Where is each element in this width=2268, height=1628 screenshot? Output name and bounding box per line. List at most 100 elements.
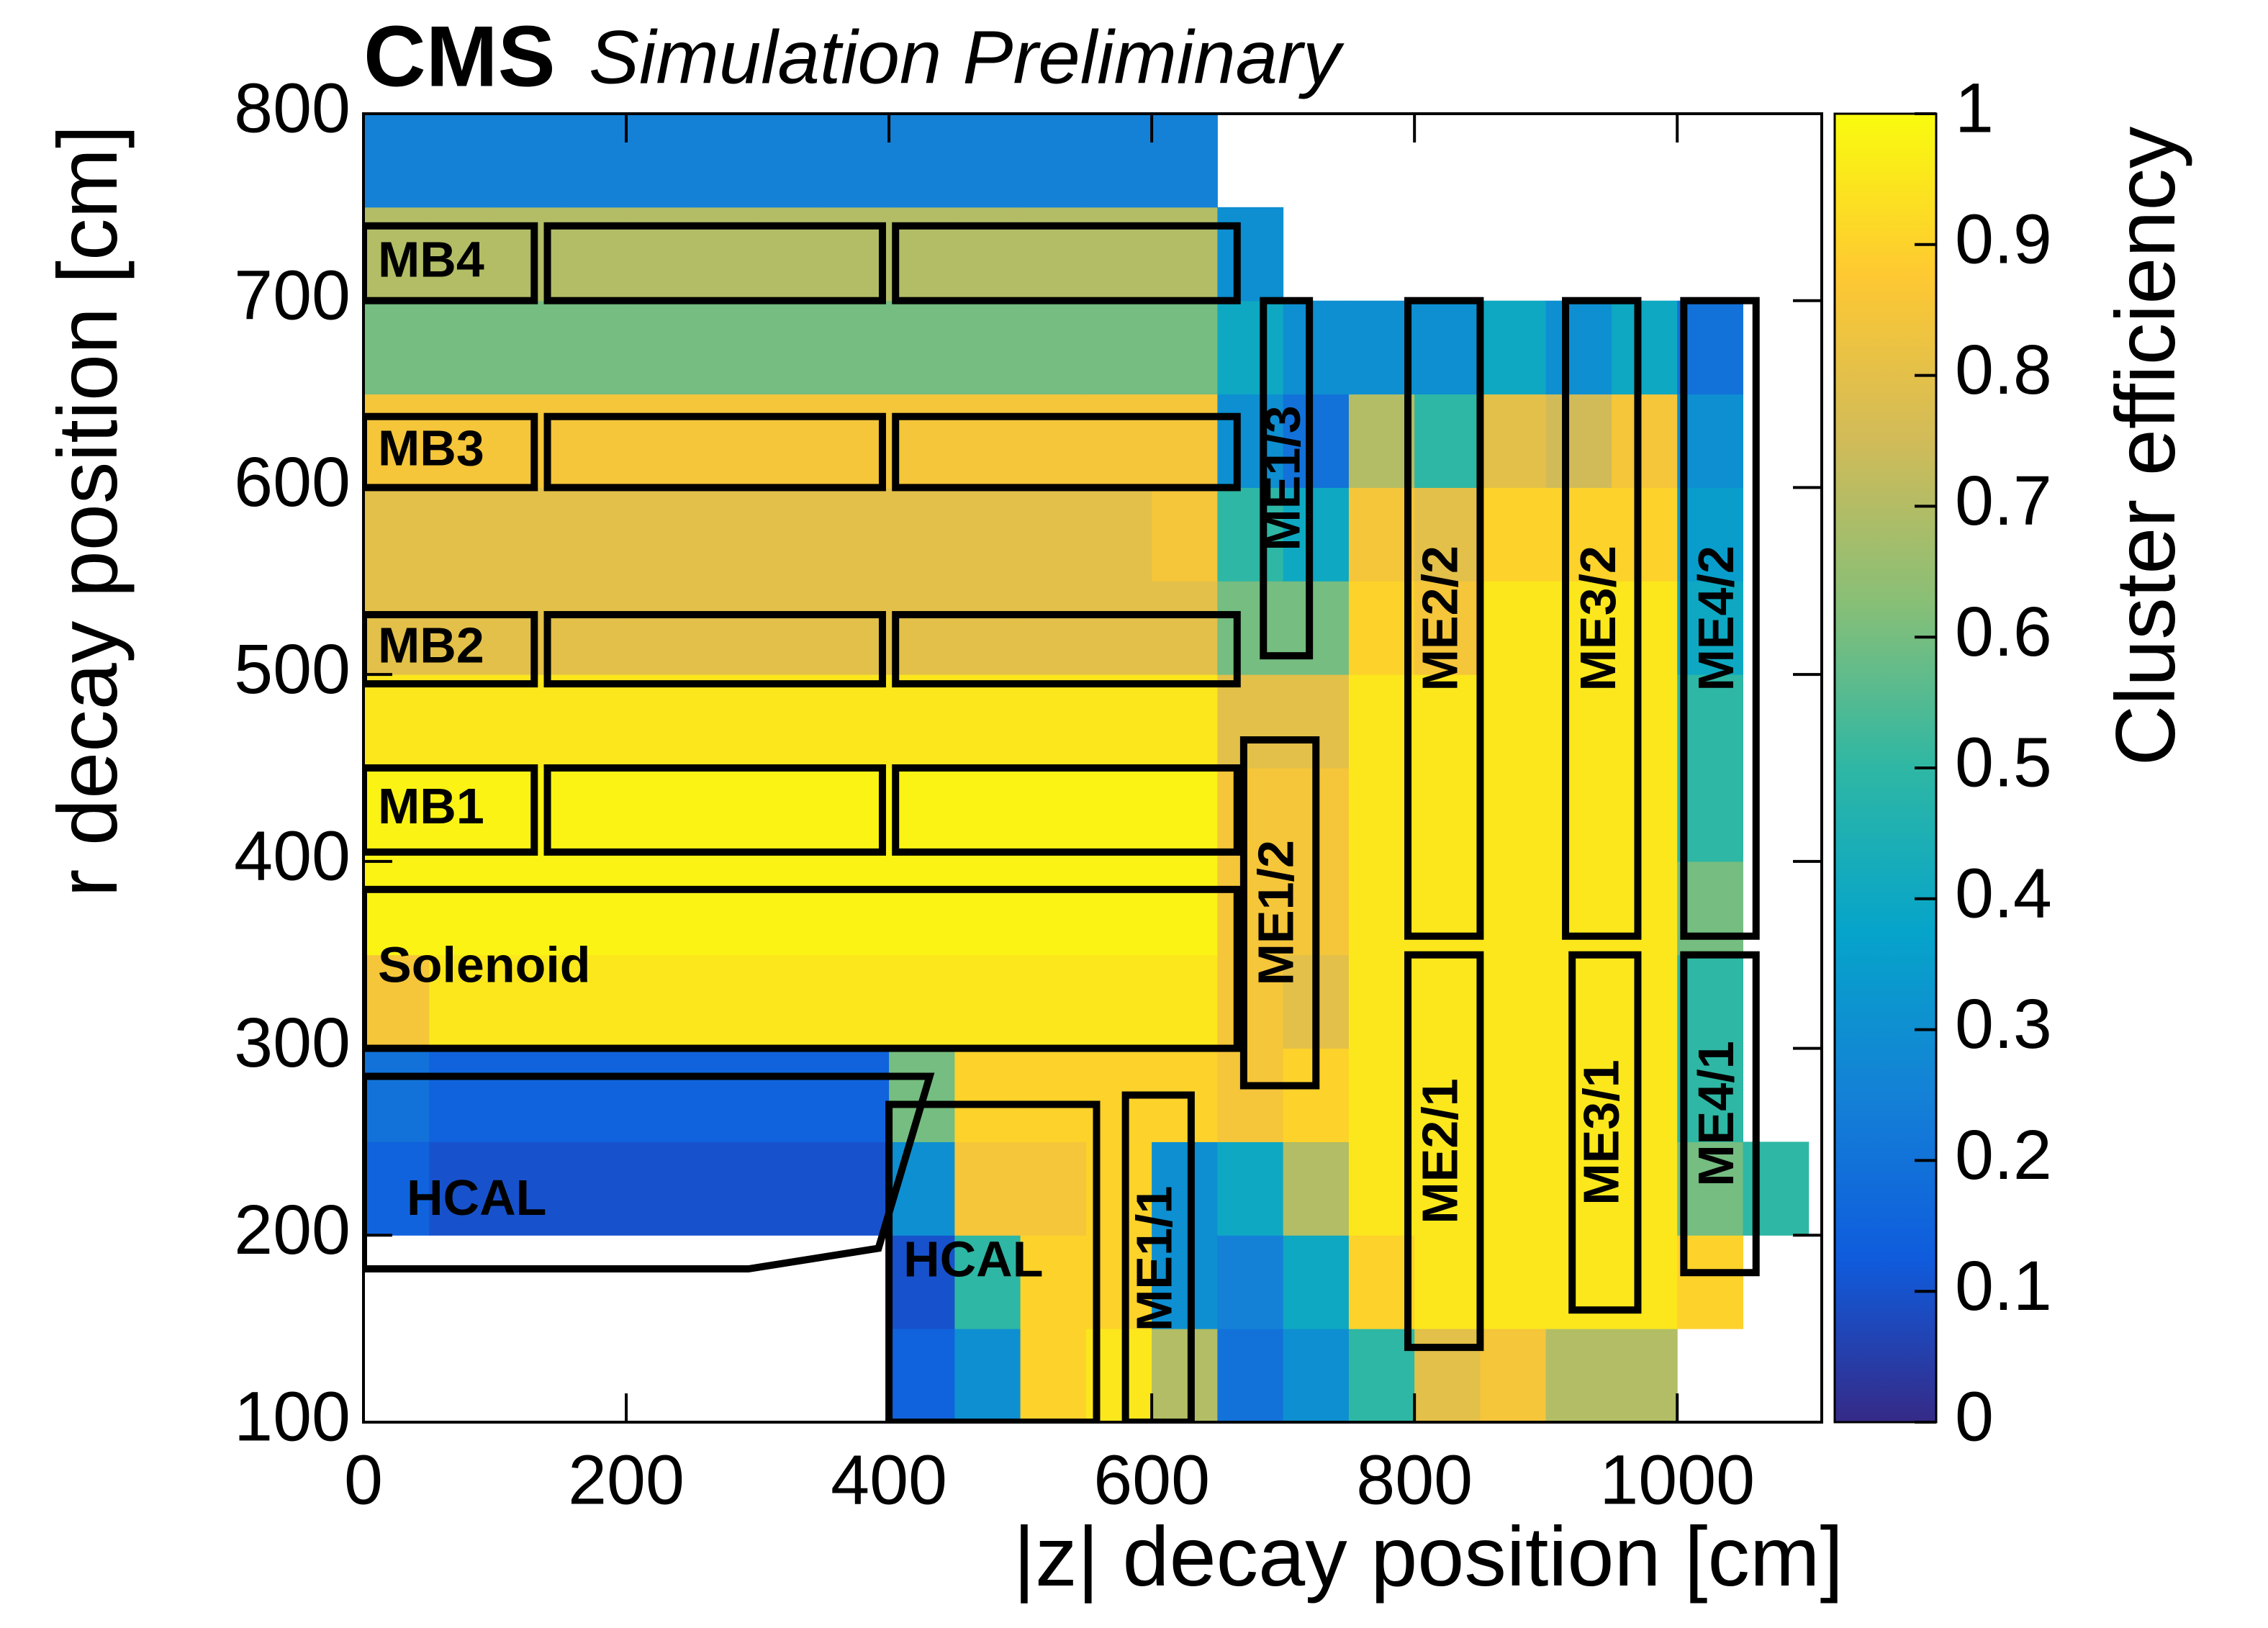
heatmap-cell	[1217, 861, 1284, 956]
heatmap-cell	[954, 114, 1021, 208]
heatmap-cell	[429, 861, 496, 956]
heatmap-cell	[626, 674, 692, 769]
heatmap-cell	[1677, 300, 1743, 395]
detector-outline	[885, 1100, 1101, 1422]
heatmap-cell	[1217, 768, 1284, 862]
heatmap-cell	[1611, 1235, 1678, 1329]
heatmap-cell	[1152, 300, 1218, 395]
heatmap-cell	[1283, 394, 1350, 488]
heatmap-cell	[954, 394, 1021, 488]
heatmap-cell	[823, 581, 890, 675]
heatmap-cell	[823, 1141, 890, 1236]
heatmap-cell	[494, 300, 561, 395]
detector-outline	[363, 412, 538, 492]
heatmap-cell	[429, 768, 496, 862]
detector-outline	[1404, 297, 1484, 940]
heatmap-cell	[1085, 768, 1152, 862]
x-tick-label: 400	[831, 1441, 947, 1519]
heatmap-cell	[1020, 861, 1087, 956]
heatmap-cell	[1152, 861, 1218, 956]
heatmap-cell	[954, 207, 1021, 302]
heatmap-cell	[1677, 1048, 1743, 1142]
heatmap-cell	[1545, 487, 1612, 582]
heatmap-cell	[560, 1048, 627, 1142]
colorbar-tick-label: 0.7	[1955, 461, 2052, 540]
heatmap-cell	[757, 394, 824, 488]
heatmap-cell	[626, 300, 692, 395]
heatmap-cell	[1217, 954, 1284, 1049]
region-label: ME2/2	[1412, 546, 1468, 691]
heatmap-cell	[560, 861, 627, 956]
heatmap-cell	[1217, 1235, 1284, 1329]
heatmap-cell	[1480, 861, 1547, 956]
colorbar-tick-label: 0.4	[1955, 854, 2052, 932]
detector-outline	[1562, 297, 1642, 940]
heatmap-cell	[889, 768, 955, 862]
heatmap-cell	[1020, 207, 1087, 302]
heatmap-cell	[1677, 487, 1743, 582]
x-tick-label: 800	[1356, 1441, 1473, 1519]
heatmap-cell	[1348, 768, 1415, 862]
heatmap-cell	[494, 1048, 561, 1142]
heatmap-cell	[363, 300, 430, 395]
heatmap-cell	[1217, 674, 1284, 769]
detector-outline	[892, 412, 1241, 492]
heatmap-cell	[363, 114, 430, 208]
heatmap-cell	[1414, 954, 1481, 1049]
heatmap-cell	[1020, 114, 1087, 208]
y-axis-label: r decay position [cm]	[40, 125, 135, 897]
heatmap-cell	[692, 674, 759, 769]
heatmap-cell	[560, 114, 627, 208]
heatmap-cell	[757, 1141, 824, 1236]
heatmap	[363, 114, 1810, 1422]
heatmap-cell	[626, 1048, 692, 1142]
detector-outline	[1239, 736, 1320, 1090]
heatmap-cell	[429, 581, 496, 675]
detector-outline	[1680, 951, 1760, 1277]
heatmap-cell	[823, 487, 890, 582]
detector-outline	[1568, 951, 1642, 1314]
heatmap-cell	[1348, 1329, 1415, 1422]
region-label: ME1/2	[1248, 840, 1304, 985]
heatmap-cell	[1152, 1141, 1218, 1236]
heatmap-cell	[1283, 581, 1350, 675]
heatmap-cell	[889, 954, 955, 1049]
heatmap-cell	[1677, 954, 1743, 1049]
x-tick-label: 600	[1093, 1441, 1210, 1519]
heatmap-cell	[1611, 1329, 1678, 1422]
heatmap-cell	[1414, 581, 1481, 675]
heatmap-cell	[1283, 1329, 1350, 1422]
heatmap-cell	[954, 1235, 1021, 1329]
heatmap-cell	[1611, 581, 1678, 675]
region-label: HCAL	[407, 1170, 546, 1226]
heatmap-cell	[1480, 1329, 1547, 1422]
heatmap-cell	[560, 1141, 627, 1236]
heatmap-cell	[1217, 487, 1284, 582]
detector-outline	[363, 764, 538, 856]
heatmap-cell	[692, 394, 759, 488]
heatmap-cell	[889, 861, 955, 956]
heatmap-cell	[363, 861, 430, 956]
heatmap-cell	[626, 581, 692, 675]
heatmap-cell	[1611, 394, 1678, 488]
heatmap-cell	[1152, 394, 1218, 488]
heatmap-cell	[1348, 487, 1415, 582]
heatmap-cell	[823, 954, 890, 1049]
detector-outline	[363, 222, 538, 304]
region-label: MB2	[378, 618, 484, 674]
heatmap-cell	[954, 581, 1021, 675]
heatmap-cell	[889, 1235, 955, 1329]
heatmap-cell	[1545, 768, 1612, 862]
detector-outline	[892, 222, 1241, 304]
heatmap-cell	[1020, 674, 1087, 769]
heatmap-cell	[1545, 1235, 1612, 1329]
heatmap-cell	[823, 394, 890, 488]
heatmap-cell	[1414, 674, 1481, 769]
heatmap-cell	[1480, 394, 1547, 488]
heatmap-cell	[1152, 674, 1218, 769]
x-tick-label: 200	[568, 1441, 685, 1519]
heatmap-cell	[1611, 954, 1678, 1049]
heatmap-cell	[1480, 768, 1547, 862]
heatmap-cell	[692, 207, 759, 302]
heatmap-cell	[1152, 1329, 1218, 1422]
